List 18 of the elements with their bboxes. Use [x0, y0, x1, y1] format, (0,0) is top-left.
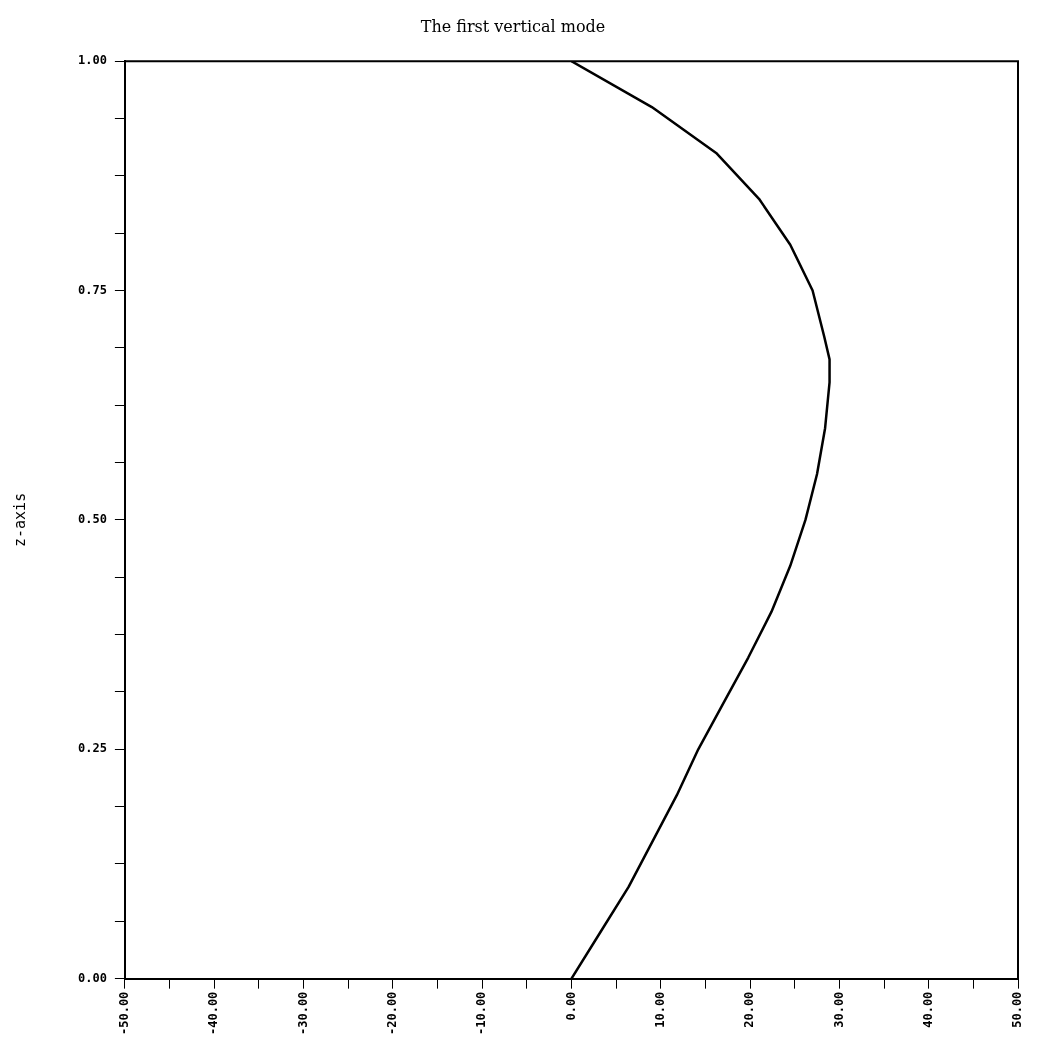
- x-tick-label: -20.00: [384, 991, 399, 1036]
- x-tick-label: -30.00: [295, 991, 310, 1036]
- chart-title: The first vertical mode: [420, 16, 606, 36]
- x-tick-label: -10.00: [474, 991, 489, 1036]
- y-tick-label: 0.25: [77, 741, 107, 756]
- y-tick-label: 0.00: [77, 970, 107, 985]
- x-tick-label: 20.00: [742, 991, 757, 1028]
- y-axis-title: z-axis: [10, 492, 29, 548]
- y-tick-label: 0.50: [77, 512, 107, 527]
- x-tick-label: 40.00: [920, 991, 935, 1028]
- x-tick-label: -50.00: [117, 991, 132, 1036]
- x-tick-label: 0.00: [563, 991, 578, 1021]
- x-tick-label: -40.00: [206, 991, 221, 1036]
- x-tick-label: 50.00: [1010, 991, 1025, 1028]
- y-tick-label: 1.00: [77, 53, 107, 68]
- y-tick-label: 0.75: [77, 282, 107, 297]
- x-tick-label: 30.00: [831, 991, 846, 1028]
- x-tick-label: 10.00: [652, 991, 667, 1028]
